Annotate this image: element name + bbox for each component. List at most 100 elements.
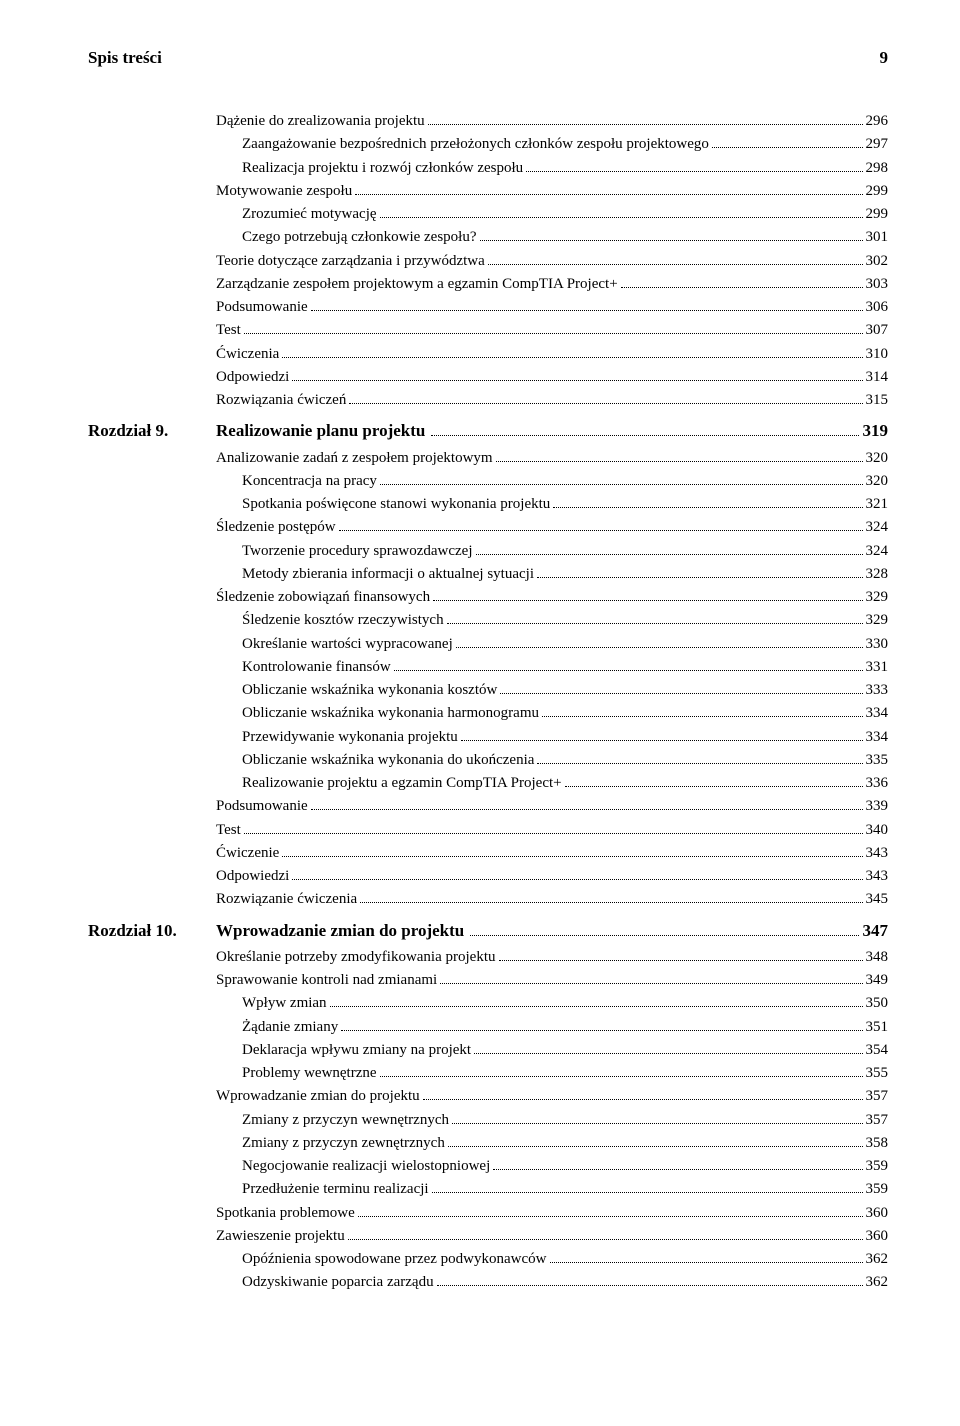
leader-dots <box>380 1065 863 1077</box>
toc-entry-page: 345 <box>866 888 889 911</box>
toc-entry-label: Określanie potrzeby zmodyfikowania proje… <box>216 946 496 969</box>
toc-entry-page: 350 <box>866 992 889 1015</box>
chapter-page-number: 347 <box>863 918 889 944</box>
toc-entry-page: 297 <box>866 133 889 156</box>
leader-dots <box>437 1274 863 1286</box>
toc-entry-label: Zmiany z przyczyn zewnętrznych <box>242 1132 445 1155</box>
leader-dots <box>565 775 863 787</box>
leader-dots <box>348 1228 863 1240</box>
toc-entry-page: 340 <box>866 819 889 842</box>
toc-entry: Zmiany z przyczyn wewnętrznych357 <box>88 1109 888 1132</box>
leader-dots <box>476 543 863 555</box>
toc-entry: Negocjowanie realizacji wielostopniowej3… <box>88 1155 888 1178</box>
toc-entry-label: Odpowiedzi <box>216 865 289 888</box>
toc-entry: Wprowadzanie zmian do projektu357 <box>88 1085 888 1108</box>
toc-entry-label: Śledzenie zobowiązań finansowych <box>216 586 430 609</box>
leader-dots <box>330 995 863 1007</box>
chapter-page-number: 319 <box>863 418 889 444</box>
leader-dots <box>282 845 862 857</box>
leader-dots <box>349 392 862 404</box>
toc-entry-page: 339 <box>866 795 889 818</box>
toc-entry-label: Motywowanie zespołu <box>216 180 352 203</box>
toc-entry: Deklaracja wpływu zmiany na projekt354 <box>88 1039 888 1062</box>
leader-dots <box>500 682 862 694</box>
leader-dots <box>470 922 858 936</box>
toc-entry: Przedłużenie terminu realizacji359 <box>88 1178 888 1201</box>
leader-dots <box>380 206 863 218</box>
toc-entry-label: Zarządzanie zespołem projektowym a egzam… <box>216 273 618 296</box>
toc-entry: Podsumowanie306 <box>88 296 888 319</box>
toc-entry: Zmiany z przyczyn zewnętrznych358 <box>88 1132 888 1155</box>
toc-entry-page: 320 <box>866 447 889 470</box>
toc-entry: Kontrolowanie finansów 331 <box>88 656 888 679</box>
toc-entry-page: 321 <box>866 493 889 516</box>
toc-entry: Sprawowanie kontroli nad zmianami349 <box>88 969 888 992</box>
leader-dots <box>448 1135 863 1147</box>
leader-dots <box>339 519 863 531</box>
toc-entry-page: 310 <box>866 343 889 366</box>
toc-entry-label: Przedłużenie terminu realizacji <box>242 1178 429 1201</box>
toc-entry: Motywowanie zespołu 299 <box>88 180 888 203</box>
toc-entry-label: Śledzenie kosztów rzeczywistych <box>242 609 444 632</box>
leader-dots <box>712 136 863 148</box>
toc-entry: Zrozumieć motywację 299 <box>88 203 888 226</box>
toc-entry: Realizacja projektu i rozwój członków ze… <box>88 157 888 180</box>
toc-entry-label: Rozwiązanie ćwiczenia <box>216 888 357 911</box>
chapter-heading: Rozdział 9.Realizowanie planu projektu 3… <box>88 418 888 444</box>
toc-entry-page: 324 <box>866 540 889 563</box>
toc-entry: Śledzenie postępów324 <box>88 516 888 539</box>
leader-dots <box>355 183 862 195</box>
leader-dots <box>526 160 862 172</box>
toc-entry-page: 315 <box>866 389 889 412</box>
toc-entry-label: Wpływ zmian <box>242 992 327 1015</box>
toc-entry-label: Teorie dotyczące zarządzania i przywództ… <box>216 250 485 273</box>
toc-entry-page: 301 <box>866 226 889 249</box>
toc-entry-page: 303 <box>866 273 889 296</box>
leader-dots <box>358 1205 863 1217</box>
toc-entry: Dążenie do zrealizowania projektu296 <box>88 110 888 133</box>
toc-entry-label: Podsumowanie <box>216 795 308 818</box>
toc-entry-page: 334 <box>866 726 889 749</box>
toc-entry: Tworzenie procedury sprawozdawczej 324 <box>88 540 888 563</box>
leader-dots <box>428 113 863 125</box>
toc-entry-label: Realizacja projektu i rozwój członków ze… <box>242 157 523 180</box>
leader-dots <box>550 1251 863 1263</box>
toc-entry-page: 299 <box>866 203 889 226</box>
toc-entry-page: 302 <box>866 250 889 273</box>
header-page-number: 9 <box>880 48 889 68</box>
toc-entry-label: Analizowanie zadań z zespołem projektowy… <box>216 447 493 470</box>
leader-dots <box>447 612 863 624</box>
table-of-contents: Dążenie do zrealizowania projektu296Zaan… <box>88 110 888 1295</box>
toc-entry-label: Czego potrzebują członkowie zespołu? <box>242 226 477 249</box>
toc-entry-label: Dążenie do zrealizowania projektu <box>216 110 425 133</box>
toc-entry-label: Zrozumieć motywację <box>242 203 377 226</box>
toc-entry-page: 357 <box>866 1109 889 1132</box>
toc-entry-page: 306 <box>866 296 889 319</box>
toc-entry-page: 355 <box>866 1062 889 1085</box>
toc-entry-label: Obliczanie wskaźnika wykonania kosztów <box>242 679 497 702</box>
toc-entry: Opóźnienia spowodowane przez podwykonawc… <box>88 1248 888 1271</box>
toc-entry: Odpowiedzi314 <box>88 366 888 389</box>
toc-entry-label: Tworzenie procedury sprawozdawczej <box>242 540 473 563</box>
page-header: Spis treści 9 <box>88 48 888 68</box>
toc-entry: Podsumowanie 339 <box>88 795 888 818</box>
toc-entry-page: 328 <box>866 563 889 586</box>
toc-entry: Zaangażowanie bezpośrednich przełożonych… <box>88 133 888 156</box>
toc-entry-page: 331 <box>866 656 889 679</box>
toc-entry: Żądanie zmiany351 <box>88 1016 888 1039</box>
toc-entry: Koncentracja na pracy320 <box>88 470 888 493</box>
toc-entry-page: 357 <box>866 1085 889 1108</box>
toc-entry-label: Kontrolowanie finansów <box>242 656 391 679</box>
toc-entry-label: Rozwiązania ćwiczeń <box>216 389 346 412</box>
toc-entry-page: 299 <box>866 180 889 203</box>
leader-dots <box>496 450 863 462</box>
toc-entry: Test307 <box>88 319 888 342</box>
toc-entry: Odzyskiwanie poparcia zarządu362 <box>88 1271 888 1294</box>
toc-entry-label: Metody zbierania informacji o aktualnej … <box>242 563 534 586</box>
leader-dots <box>433 589 862 601</box>
leader-dots <box>480 229 863 241</box>
toc-entry-label: Spotkania poświęcone stanowi wykonania p… <box>242 493 550 516</box>
leader-dots <box>461 729 863 741</box>
toc-entry-label: Spotkania problemowe <box>216 1202 355 1225</box>
toc-entry-label: Śledzenie postępów <box>216 516 336 539</box>
